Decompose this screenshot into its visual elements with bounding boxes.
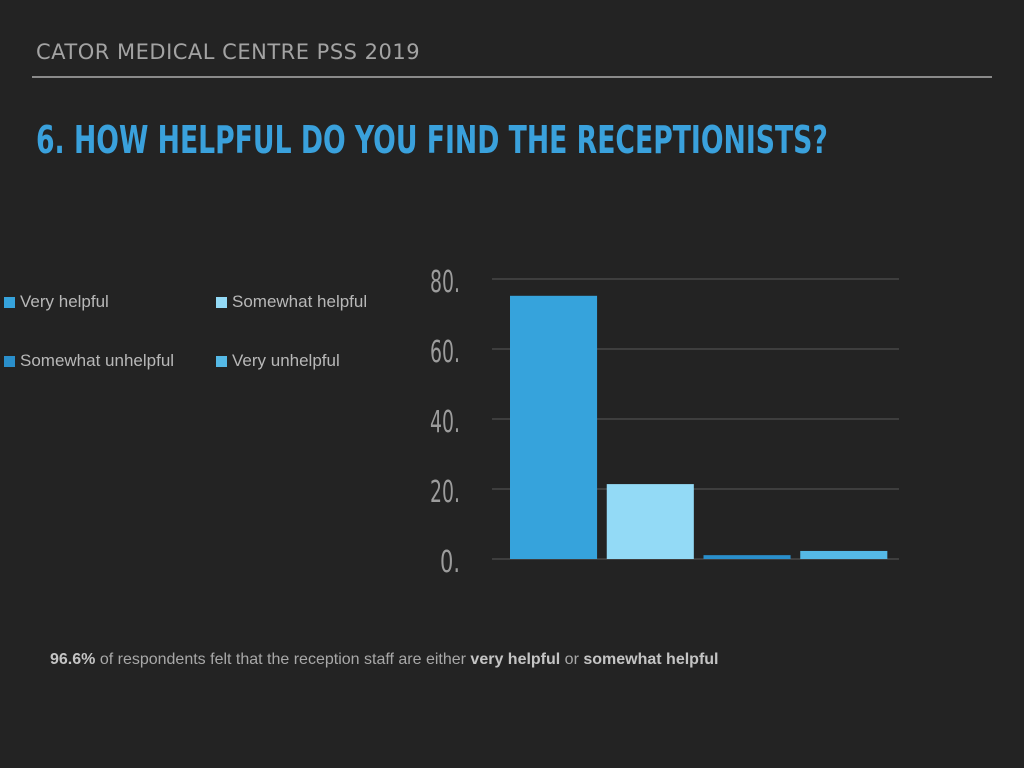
footnote-term-very-helpful: very helpful [470,651,561,668]
bar-somewhat-helpful [606,484,694,559]
y-tick-label: 60. [430,335,460,370]
header-divider [32,76,992,78]
legend-label: Very unhelpful [232,351,340,370]
footnote-text-before: of respondents felt that the reception s… [95,651,471,668]
legend-label: Somewhat helpful [232,292,368,311]
legend-item-somewhat-unhelpful: Somewhat unhelpful [4,351,174,371]
slide-header-title: CATOR MEDICAL CENTRE PSS 2019 [36,40,421,64]
y-tick-label: 20. [430,475,460,510]
y-tick-label: 80. [430,265,460,300]
footnote-text-middle: or [560,651,584,668]
bar-somewhat-unhelpful [703,555,791,559]
footnote-percent: 96.6% [50,651,96,668]
footnote: 96.6% of respondents felt that the recep… [50,651,718,669]
legend-label: Somewhat unhelpful [20,351,175,370]
footnote-term-somewhat-helpful: somewhat helpful [583,651,719,668]
question-title: 6. HOW HELPFUL DO YOU FIND THE RECEPTION… [36,118,828,162]
bar-very-helpful [510,295,598,559]
legend-item-very-unhelpful: Very unhelpful [216,351,340,371]
legend-swatch [216,296,227,308]
legend-swatch [4,296,15,308]
legend-swatch [216,355,227,367]
bar-very-unhelpful [800,550,888,559]
legend-swatch [4,355,15,367]
y-tick-label: 0. [440,545,460,580]
legend-label: Very helpful [20,292,109,311]
y-tick-label: 40. [430,405,460,440]
legend-item-very-helpful: Very helpful [4,292,109,312]
legend-item-somewhat-helpful: Somewhat helpful [216,292,367,312]
